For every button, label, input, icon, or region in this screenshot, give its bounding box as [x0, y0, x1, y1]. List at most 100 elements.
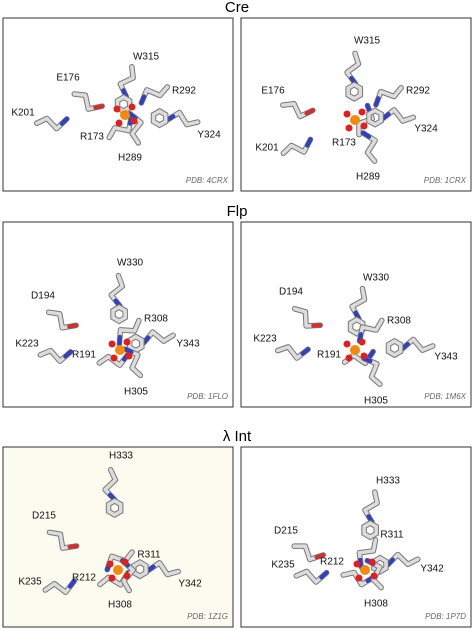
stick-end [305, 137, 313, 148]
pdb-id: PDB: 1M6X [424, 392, 466, 401]
panel-frame [2, 221, 234, 408]
oxygen [343, 340, 351, 348]
stick-end [358, 557, 364, 569]
residue-label: R212 [72, 573, 96, 584]
oxygen [358, 108, 366, 116]
phosphorus [115, 345, 125, 355]
residue-label: Y343 [434, 352, 458, 363]
residue-label: D215 [274, 526, 298, 537]
ring [348, 317, 365, 336]
stick-end [361, 130, 372, 139]
panel: H333 D215 R311 K235 R212 Y342 H308 PDB: 1Z1G [2, 446, 234, 628]
residue-label: R311 [380, 530, 404, 541]
oxygen [108, 340, 116, 348]
residue-label: Y343 [176, 339, 200, 350]
residue-label: R308 [387, 316, 411, 327]
residue-label: W330 [363, 273, 390, 284]
residue-label: R191 [317, 350, 341, 361]
pdb-id: PDB: 1CRX [424, 176, 467, 185]
stick-end [63, 349, 73, 359]
residue-label: Y342 [420, 564, 444, 575]
residue-label: R212 [320, 557, 344, 568]
ring [132, 560, 148, 579]
residue-label: E176 [56, 73, 80, 84]
oxygen [343, 110, 351, 118]
phosphorus [113, 565, 123, 575]
oxygen [125, 352, 133, 360]
oxygen [345, 124, 353, 132]
residue-label: K223 [15, 339, 39, 350]
stick-end [67, 543, 79, 550]
oxygen [353, 560, 361, 568]
residue-label: W315 [354, 36, 381, 47]
oxygen [358, 338, 366, 346]
residue-label: Y324 [197, 130, 221, 141]
oxygen [115, 119, 123, 127]
residue-label: K201 [255, 143, 279, 154]
stick-end [367, 349, 376, 360]
oxygen [108, 574, 116, 582]
stick-end [67, 579, 77, 589]
residue-label: K235 [18, 577, 42, 588]
stick-end [319, 570, 329, 580]
residue-label: E176 [261, 86, 285, 97]
panel: W315 E176 R292 K201 R173 Y324 H289 PDB: 4CRX [2, 17, 234, 192]
oxygen [345, 354, 353, 362]
stick-end [67, 323, 79, 329]
residue-label: W315 [133, 52, 160, 63]
residue-label: R311 [137, 550, 161, 561]
oxygen [121, 558, 129, 566]
ring [386, 339, 403, 358]
section-title: Cre [225, 0, 249, 16]
stick-end [304, 108, 315, 116]
panel: W330 D194 R308 K223 R191 Y343 H305 PDB: 1M6X [240, 221, 472, 408]
residue-label: Y342 [178, 579, 202, 590]
oxygen [360, 352, 368, 360]
stick-end [380, 112, 391, 121]
oxygen [123, 572, 131, 580]
panel: H333 D215 R311 K235 R212 Y342 H308 PDB: 1P7D [240, 446, 472, 628]
panel-frame [240, 17, 472, 192]
residue-label: H333 [376, 476, 400, 487]
ring [106, 498, 123, 517]
stick-end [59, 116, 69, 126]
oxygen [106, 560, 114, 568]
oxygen [368, 558, 376, 566]
residue-label: R308 [144, 314, 168, 325]
stick-end [373, 96, 381, 107]
ring [362, 521, 378, 540]
residue-label: Y324 [414, 124, 438, 135]
pdb-id: PDB: 1P7D [425, 612, 466, 621]
pdb-id: PDB: 1FLO [187, 392, 228, 401]
residue-label: H308 [108, 600, 132, 611]
panel-frame [2, 446, 234, 628]
oxygen [370, 572, 378, 580]
stick-end [123, 347, 134, 354]
stick-end [127, 111, 138, 121]
section-title: Flp [227, 203, 248, 220]
residue-label: H308 [364, 599, 388, 610]
residue-label: H289 [356, 172, 380, 183]
residue-label: H305 [364, 396, 388, 407]
stick-end [145, 564, 156, 573]
oxygen [130, 117, 138, 125]
residue-label: R292 [406, 86, 430, 97]
residue-label: H305 [124, 387, 148, 398]
ring [346, 82, 363, 101]
oxygen [355, 574, 363, 582]
residue-label: R292 [172, 86, 196, 97]
stick-end [117, 334, 122, 346]
stick-end [139, 94, 147, 105]
residue-label: R173 [332, 138, 356, 149]
residue-label: K201 [11, 108, 35, 119]
stick-end [385, 557, 395, 567]
residue-label: D194 [31, 291, 55, 302]
panel-frame [240, 446, 472, 628]
phosphorus [350, 345, 360, 355]
residue-label: R173 [80, 132, 104, 143]
panel: W330 D194 R308 K223 R191 Y343 H305 PDB: 1FLO [2, 221, 234, 408]
residue-label: K223 [253, 334, 277, 345]
ring [111, 305, 127, 324]
panel: W315 E176 R292 K201 R173 Y324 H289 PDB: 1CRX [240, 17, 472, 192]
